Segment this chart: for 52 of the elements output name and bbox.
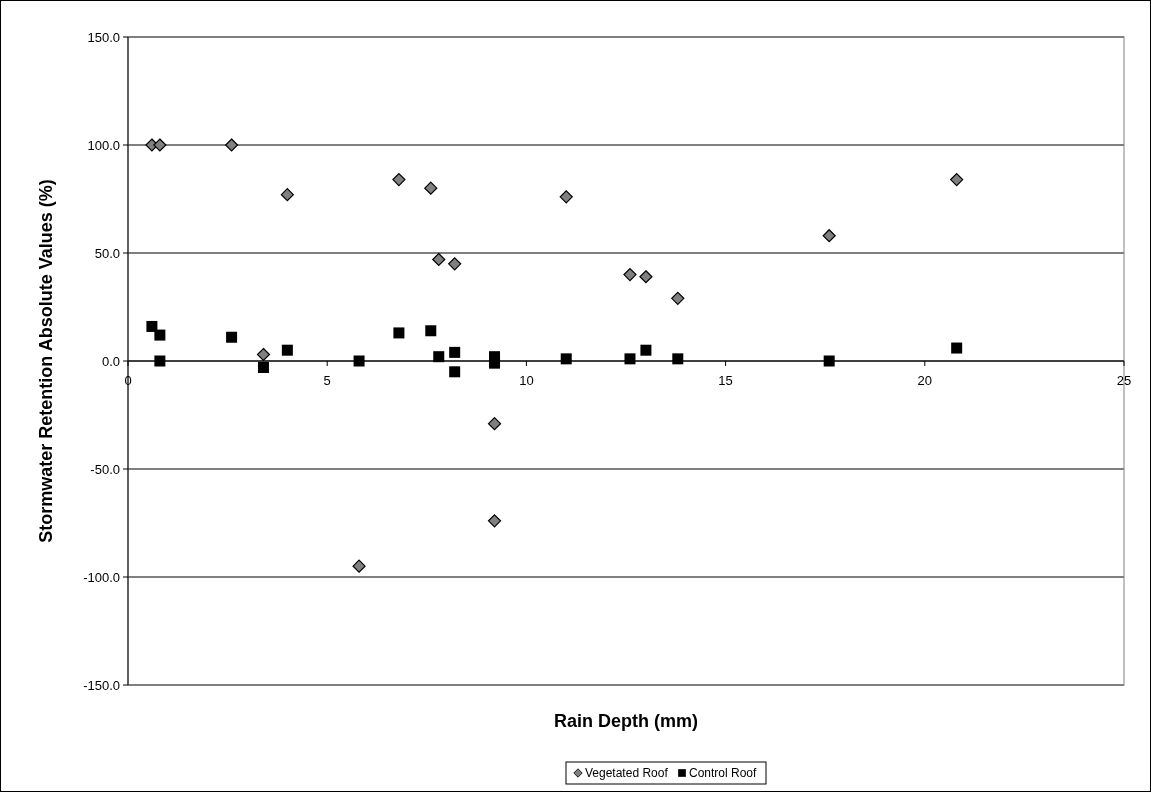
point	[392, 172, 406, 187]
point	[280, 188, 294, 202]
point	[487, 417, 502, 431]
point	[256, 347, 271, 362]
y-tick-label: 150.0	[87, 29, 120, 45]
y-tick-label: -100.0	[83, 569, 120, 585]
point	[449, 346, 461, 358]
point	[449, 366, 461, 378]
y-tick-label: 100.0	[87, 137, 120, 153]
point	[353, 355, 365, 367]
point	[146, 320, 158, 332]
point	[623, 268, 637, 282]
x-tick-label: 25	[1116, 373, 1132, 388]
point	[281, 344, 293, 356]
point	[224, 138, 239, 152]
y-tick-label: -50.0	[90, 461, 120, 477]
x-tick-label: 20	[917, 373, 933, 388]
legend-label: Vegetated Roof	[585, 766, 669, 780]
point	[352, 559, 366, 573]
y-axis-title: Stormwater Retention Absolute Values (%)	[36, 179, 56, 543]
point	[823, 355, 835, 367]
legend-label: Control Roof	[689, 766, 758, 780]
point	[640, 344, 652, 356]
y-tick-label: 50.0	[94, 245, 120, 261]
point	[393, 327, 405, 339]
point	[448, 257, 462, 271]
point	[560, 353, 572, 365]
x-tick-label: 15	[718, 373, 733, 388]
x-tick-label: 10	[519, 373, 534, 388]
point	[226, 331, 238, 343]
point	[822, 229, 836, 243]
point	[559, 190, 573, 204]
point	[951, 342, 963, 354]
point	[639, 270, 653, 284]
point	[950, 172, 964, 187]
point	[487, 514, 502, 528]
point	[432, 252, 446, 267]
y-tick-label: 0.0	[101, 353, 120, 369]
point	[257, 361, 269, 373]
x-axis-title: Rain Depth (mm)	[554, 711, 699, 731]
point	[672, 353, 684, 365]
point	[624, 353, 636, 365]
point	[671, 291, 685, 305]
point	[489, 357, 501, 369]
point	[425, 325, 437, 337]
point	[433, 351, 445, 363]
x-tick-label: 5	[323, 373, 331, 388]
y-tick-label: -150.0	[83, 677, 120, 693]
point	[424, 181, 438, 195]
point	[154, 355, 166, 367]
point	[154, 329, 166, 341]
point	[153, 138, 167, 152]
